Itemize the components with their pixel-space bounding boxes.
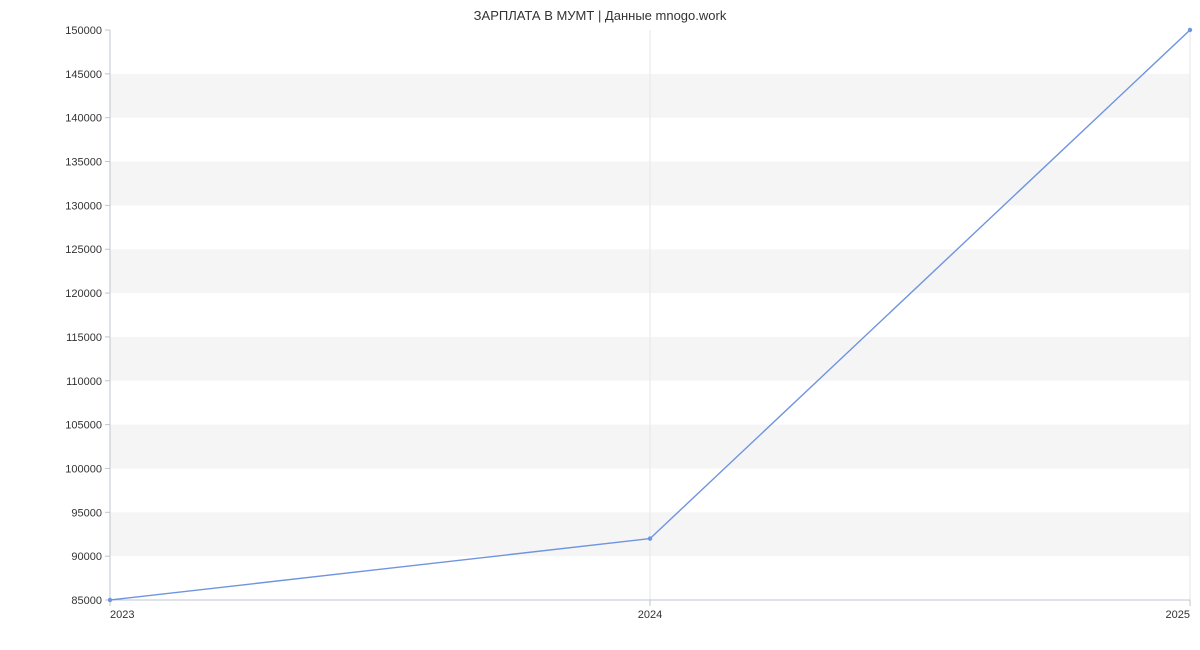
y-tick-label: 105000 xyxy=(65,420,102,432)
y-tick-label: 90000 xyxy=(71,551,102,563)
salary-line-chart: ЗАРПЛАТА В МУМТ | Данные mnogo.work 8500… xyxy=(0,0,1200,650)
series-marker-salary xyxy=(648,536,652,540)
y-tick-label: 130000 xyxy=(65,200,102,212)
y-tick-label: 125000 xyxy=(65,244,102,256)
y-tick-label: 85000 xyxy=(71,595,102,607)
y-tick-label: 110000 xyxy=(66,376,102,388)
x-tick-label: 2023 xyxy=(110,609,134,621)
y-tick-label: 120000 xyxy=(65,288,102,300)
chart-svg: 85000 90000 95000 100000 105000 110000 115000 1… xyxy=(0,0,1200,650)
y-tick-label: 95000 xyxy=(71,507,102,519)
y-tick-label: 140000 xyxy=(65,113,102,125)
x-tick-label: 2024 xyxy=(638,609,662,621)
y-tick-label: 115000 xyxy=(66,332,102,344)
y-tick-label: 100000 xyxy=(65,463,102,475)
y-tick-label: 150000 xyxy=(65,25,102,37)
series-marker-salary xyxy=(108,598,112,602)
chart-title: ЗАРПЛАТА В МУМТ | Данные mnogo.work xyxy=(0,8,1200,23)
x-tick-label: 2025 xyxy=(1166,609,1190,621)
series-marker-salary xyxy=(1188,28,1192,32)
y-tick-label: 145000 xyxy=(65,69,102,81)
y-tick-label: 135000 xyxy=(65,157,102,169)
